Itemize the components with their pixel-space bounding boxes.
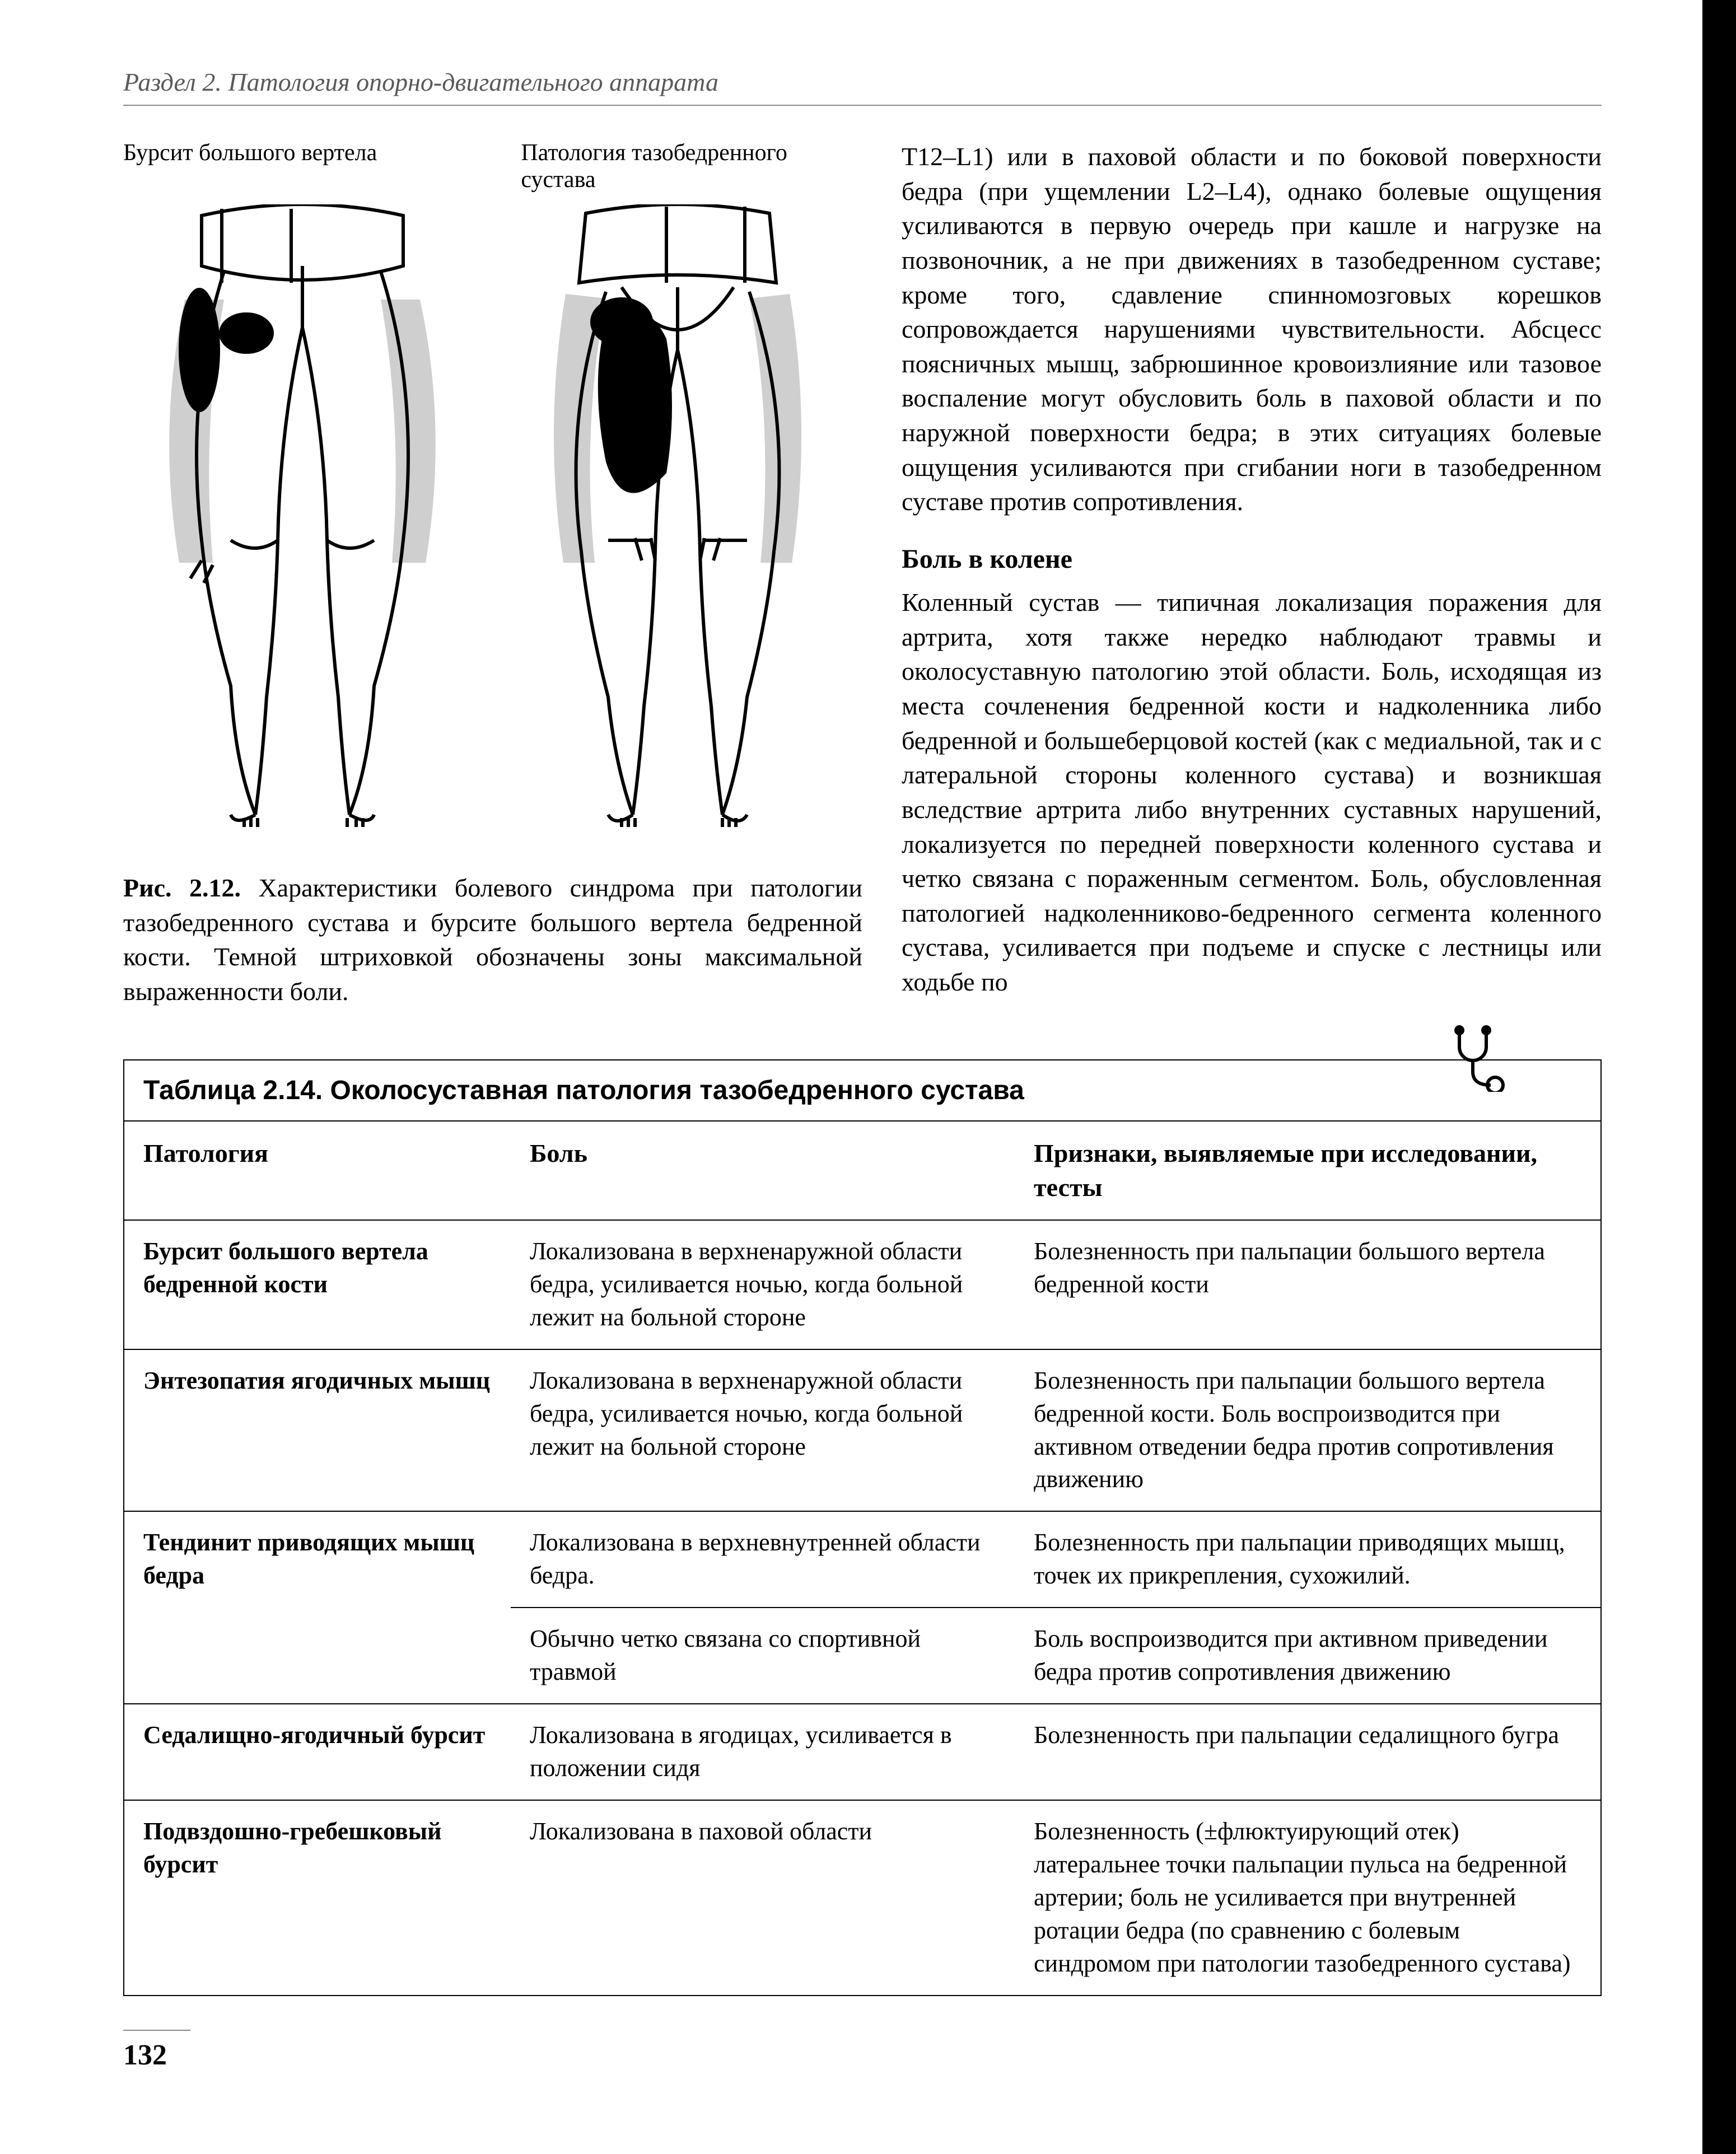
cell-pathology: Тендинит приводящих мышц бедра: [124, 1511, 511, 1704]
table-row: Седалищно-ягодичный бурсит Локализована …: [124, 1704, 1600, 1800]
figure-label-left: Бурсит большого вертела: [123, 139, 470, 193]
table-row: Бурсит большого вертела бедренной кости …: [124, 1220, 1600, 1349]
cell-signs: Болезненность при пальпации приводящих м…: [1015, 1511, 1600, 1608]
table-2-14: Таблица 2.14. Околосуставная патология т…: [123, 1059, 1602, 1996]
legs-front-icon: [123, 204, 482, 831]
cell-pain: Локализована в паховой области: [511, 1800, 1015, 1995]
cell-pain: Обычно четко связана со спортивной травм…: [511, 1608, 1015, 1704]
left-column: Бурсит большого вертела Патология тазобе…: [123, 139, 862, 1009]
running-head: Раздел 2. Патология опорно-двигательного…: [123, 67, 1602, 106]
cell-pain: Локализована в верхненаружной области бе…: [511, 1349, 1015, 1512]
cell-pain: Локализована в верхневнутренней области …: [511, 1511, 1015, 1608]
right-column: T12–L1) или в паховой области и по боков…: [902, 139, 1602, 1009]
table-title: Таблица 2.14. Околосуставная патология т…: [124, 1060, 1600, 1122]
page-number: 132: [123, 2030, 190, 2072]
cell-pain: Локализована в ягодицах, усиливается в п…: [511, 1704, 1015, 1800]
figure-label-right: Патология тазобедренного сустава: [521, 139, 862, 193]
body-para-2: Коленный сустав — типичная локализация п…: [902, 585, 1602, 999]
cell-signs: Болезненность при пальпации большого вер…: [1015, 1220, 1600, 1349]
table-row: Подвздошно-гребешковый бурсит Локализова…: [124, 1800, 1600, 1995]
legs-back-icon: [498, 204, 857, 831]
table-header-row: Патология Боль Признаки, выявляемые при …: [124, 1122, 1600, 1220]
figure-caption: Рис. 2.12. Характеристики болевого синдр…: [123, 871, 862, 1009]
periarticular-hip-table: Патология Боль Признаки, выявляемые при …: [124, 1122, 1600, 1995]
cell-pathology: Седалищно-ягодичный бурсит: [124, 1704, 511, 1800]
table-row: Тендинит приводящих мышц бедра Локализов…: [124, 1511, 1600, 1608]
figure-labels: Бурсит большого вертела Патология тазобе…: [123, 139, 862, 193]
body-para-1: T12–L1) или в паховой области и по боков…: [902, 139, 1602, 519]
cell-pathology: Подвздошно-гребешковый бурсит: [124, 1800, 511, 1995]
top-columns: Бурсит большого вертела Патология тазобе…: [123, 139, 1602, 1009]
cell-pathology: Энтезопатия ягодичных мышц: [124, 1349, 511, 1512]
cell-signs: Болезненность при пальпации седалищного …: [1015, 1704, 1600, 1800]
cell-signs: Болезненность при пальпации большого вер…: [1015, 1349, 1600, 1512]
col-signs: Признаки, выявляемые при исследовании, т…: [1015, 1122, 1600, 1220]
stethoscope-icon: [1444, 1025, 1511, 1092]
table-row: Энтезопатия ягодичных мышц Локализована …: [124, 1349, 1600, 1512]
figure-caption-lead: Рис. 2.12.: [123, 873, 241, 902]
cell-pathology: Бурсит большого вертела бедренной кости: [124, 1220, 511, 1349]
subheading-knee-pain: Боль в колене: [902, 541, 1602, 577]
page: Раздел 2. Патология опорно-двигательного…: [0, 0, 1736, 2154]
cell-signs: Боль воспроизводится при активном привед…: [1015, 1608, 1600, 1704]
cell-pain: Локализована в верхненаружной области бе…: [511, 1220, 1015, 1349]
col-pain: Боль: [511, 1122, 1015, 1220]
col-pathology: Патология: [124, 1122, 511, 1220]
anatomy-figure: [123, 204, 862, 843]
cell-signs: Болезненность (±флюктуирующий отек) лате…: [1015, 1800, 1600, 1995]
